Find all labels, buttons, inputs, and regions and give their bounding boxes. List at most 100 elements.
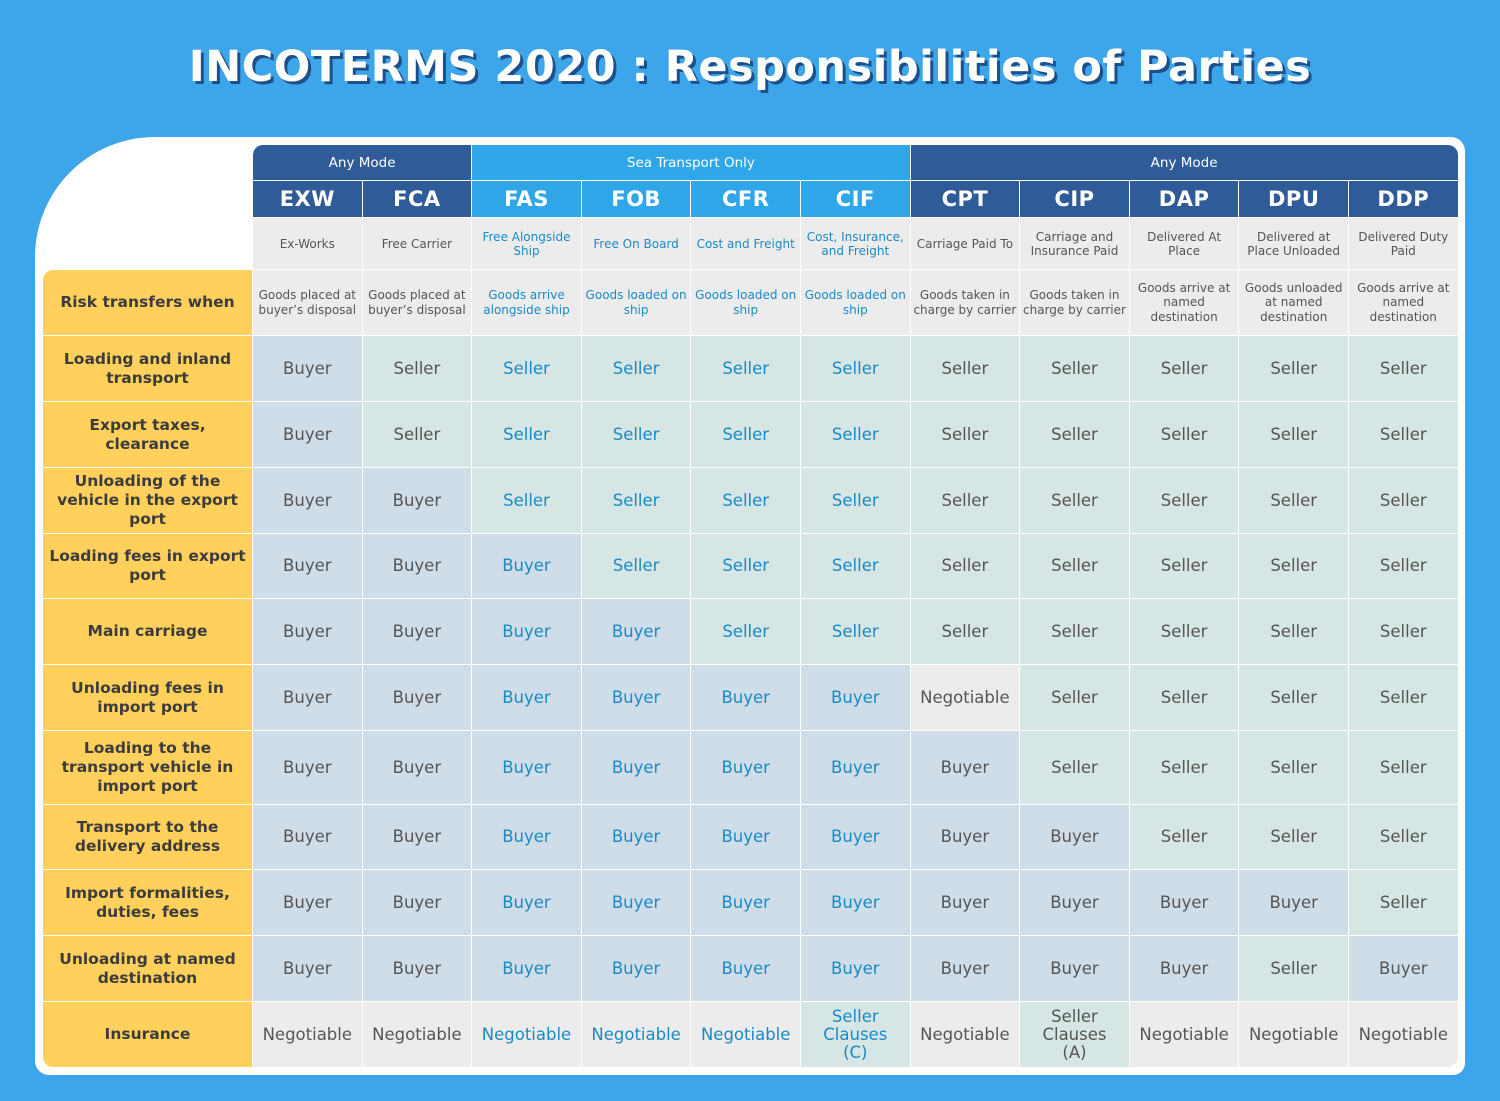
responsibility-cell: Buyer bbox=[691, 936, 800, 1001]
responsibility-cell: Seller bbox=[801, 468, 910, 533]
responsibility-cell: Seller bbox=[910, 599, 1020, 664]
incoterm-code-dpu: DPU bbox=[1239, 181, 1348, 217]
responsibility-cell: Buyer bbox=[691, 805, 800, 869]
responsibility-cell: Buyer bbox=[472, 731, 581, 804]
incoterm-name: Delivered At Place bbox=[1129, 218, 1239, 269]
responsibility-cell: Buyer bbox=[253, 665, 362, 730]
responsibility-cell: Seller bbox=[910, 336, 1020, 401]
responsibility-cell: Buyer bbox=[801, 665, 910, 730]
responsibility-cell: Buyer bbox=[801, 731, 910, 804]
responsibility-cell: Buyer bbox=[801, 936, 910, 1001]
incoterm-code-fca: FCA bbox=[362, 181, 472, 217]
responsibility-cell: Seller bbox=[801, 534, 910, 598]
responsibility-cell: Seller bbox=[1239, 599, 1348, 664]
risk-transfer-cell: Goods placed at buyer’s disposal bbox=[362, 270, 472, 335]
responsibility-cell: Seller bbox=[362, 402, 472, 467]
risk-transfer-cell: Goods unloaded at named destination bbox=[1239, 270, 1348, 335]
responsibility-cell: Seller bbox=[910, 534, 1020, 598]
responsibility-cell: Negotiable bbox=[691, 1002, 800, 1067]
responsibility-cell: Buyer bbox=[691, 731, 800, 804]
mode-group-header: Any Mode bbox=[910, 145, 1458, 180]
responsibility-cell: Seller bbox=[362, 336, 472, 401]
risk-transfer-cell: Goods placed at buyer’s disposal bbox=[253, 270, 362, 335]
responsibility-cell: Negotiable bbox=[581, 1002, 691, 1067]
responsibility-cell: Buyer bbox=[362, 731, 472, 804]
responsibility-cell: Buyer bbox=[691, 870, 800, 935]
incoterm-name: Carriage Paid To bbox=[910, 218, 1020, 269]
row-label: Transport to the delivery address bbox=[43, 805, 252, 869]
risk-transfer-cell: Goods loaded on ship bbox=[801, 270, 910, 335]
incoterm-code-cip: CIP bbox=[1020, 181, 1129, 217]
incoterm-name: Delivered Duty Paid bbox=[1349, 218, 1458, 269]
responsibility-cell: Seller bbox=[1239, 665, 1348, 730]
responsibility-cell: Buyer bbox=[1020, 870, 1129, 935]
responsibility-cell: Seller bbox=[1020, 468, 1129, 533]
responsibility-cell: Buyer bbox=[472, 599, 581, 664]
incoterm-name: Ex-Works bbox=[253, 218, 362, 269]
responsibility-cell: Buyer bbox=[472, 665, 581, 730]
responsibility-cell: Seller bbox=[472, 402, 581, 467]
responsibility-cell: Buyer bbox=[910, 936, 1020, 1001]
risk-transfer-cell: Goods loaded on ship bbox=[581, 270, 691, 335]
row-label: Unloading at named destination bbox=[43, 936, 252, 1001]
responsibility-cell: Negotiable bbox=[472, 1002, 581, 1067]
responsibility-cell: Seller bbox=[1239, 936, 1348, 1001]
responsibility-cell: Buyer bbox=[472, 805, 581, 869]
responsibility-cell: Seller bbox=[1020, 665, 1129, 730]
incoterm-code-dap: DAP bbox=[1129, 181, 1239, 217]
responsibility-cell: Seller bbox=[1239, 336, 1348, 401]
responsibility-cell: Seller bbox=[1239, 468, 1348, 533]
responsibility-cell: Seller bbox=[910, 468, 1020, 533]
mode-group-header: Sea Transport Only bbox=[472, 145, 910, 180]
responsibility-cell: Seller bbox=[1020, 402, 1129, 467]
responsibility-cell: Buyer bbox=[253, 936, 362, 1001]
responsibility-cell: Seller Clauses (C) bbox=[801, 1002, 910, 1067]
responsibility-cell: Buyer bbox=[1129, 936, 1239, 1001]
incoterm-name: Free Alongside Ship bbox=[472, 218, 581, 269]
responsibility-cell: Seller bbox=[691, 402, 800, 467]
responsibility-cell: Negotiable bbox=[1239, 1002, 1348, 1067]
responsibility-cell: Seller bbox=[1129, 336, 1239, 401]
responsibility-cell: Seller bbox=[1129, 599, 1239, 664]
incoterm-name: Free On Board bbox=[581, 218, 691, 269]
responsibility-cell: Buyer bbox=[362, 665, 472, 730]
responsibility-cell: Buyer bbox=[1239, 870, 1348, 935]
responsibility-cell: Seller bbox=[1129, 468, 1239, 533]
responsibility-cell: Seller bbox=[581, 534, 691, 598]
responsibility-cell: Buyer bbox=[581, 805, 691, 869]
risk-transfer-cell: Goods taken in charge by carrier bbox=[910, 270, 1020, 335]
row-label: Import formalities, duties, fees bbox=[43, 870, 252, 935]
responsibility-cell: Buyer bbox=[581, 599, 691, 664]
responsibility-cell: Seller bbox=[1129, 805, 1239, 869]
row-label: Unloading of the vehicle in the export p… bbox=[43, 468, 252, 533]
incoterm-name: Carriage and Insurance Paid bbox=[1020, 218, 1129, 269]
responsibility-cell: Seller Clauses (A) bbox=[1020, 1002, 1129, 1067]
responsibility-cell: Seller bbox=[1129, 534, 1239, 598]
incoterm-code-cpt: CPT bbox=[910, 181, 1020, 217]
responsibility-cell: Seller bbox=[1129, 665, 1239, 730]
responsibility-cell: Buyer bbox=[1349, 936, 1458, 1001]
risk-transfer-cell: Goods loaded on ship bbox=[691, 270, 800, 335]
responsibility-cell: Seller bbox=[1239, 534, 1348, 598]
risk-transfer-cell: Goods taken in charge by carrier bbox=[1020, 270, 1129, 335]
responsibility-cell: Buyer bbox=[362, 870, 472, 935]
incoterm-name: Delivered at Place Unloaded bbox=[1239, 218, 1348, 269]
responsibility-cell: Buyer bbox=[691, 665, 800, 730]
incoterm-code-exw: EXW bbox=[253, 181, 362, 217]
incoterm-code-fas: FAS bbox=[472, 181, 581, 217]
risk-transfer-cell: Goods arrive alongside ship bbox=[472, 270, 581, 335]
responsibility-cell: Seller bbox=[910, 402, 1020, 467]
responsibility-cell: Seller bbox=[1239, 402, 1348, 467]
responsibility-cell: Buyer bbox=[253, 805, 362, 869]
responsibility-cell: Negotiable bbox=[1349, 1002, 1458, 1067]
row-label: Main carriage bbox=[43, 599, 252, 664]
responsibility-cell: Buyer bbox=[253, 336, 362, 401]
responsibility-cell: Seller bbox=[1349, 468, 1458, 533]
responsibility-cell: Seller bbox=[1349, 665, 1458, 730]
responsibility-cell: Buyer bbox=[362, 599, 472, 664]
row-label: Loading fees in export port bbox=[43, 534, 252, 598]
responsibility-cell: Buyer bbox=[253, 599, 362, 664]
responsibility-cell: Buyer bbox=[581, 936, 691, 1001]
row-label: Insurance bbox=[43, 1002, 252, 1067]
incoterm-name: Free Carrier bbox=[362, 218, 472, 269]
